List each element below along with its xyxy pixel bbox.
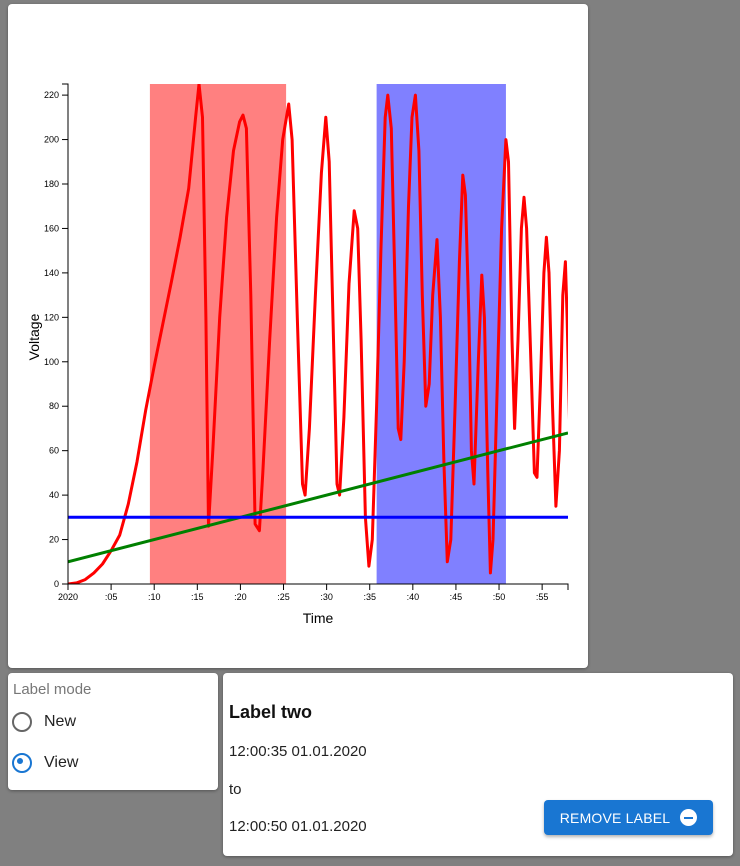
series-line-1 xyxy=(68,431,568,564)
voltage-chart[interactable]: 2020:05:10:15:20:25:30:35:40:45:50:55 02… xyxy=(8,4,588,668)
label-mode-title: Label mode xyxy=(13,681,92,698)
series-line-0 xyxy=(68,84,568,584)
label-start-time: 12:00:35 01.01.2020 xyxy=(229,743,367,760)
y-axis: 0 20 40 60 80 100 120 140 160 180 200 220 xyxy=(44,83,69,589)
x-axis-label: Time xyxy=(303,610,334,626)
y-tick-label: 100 xyxy=(44,357,59,367)
radio-checked-icon[interactable] xyxy=(12,753,32,773)
x-tick-label: :30 xyxy=(320,592,333,602)
radio-label-view: View xyxy=(44,754,79,771)
radio-label-new: New xyxy=(44,713,77,730)
x-tick-label: :10 xyxy=(148,592,161,602)
radio-option-view[interactable]: View xyxy=(12,753,78,773)
label-end-time: 12:00:50 01.01.2020 xyxy=(229,818,367,835)
y-tick-label: 160 xyxy=(44,223,59,233)
y-tick-label: 180 xyxy=(44,179,59,189)
y-tick-label: 80 xyxy=(49,401,59,411)
x-tick-label: :25 xyxy=(277,592,290,602)
y-axis-label: Voltage xyxy=(26,313,42,360)
y-tick-label: 120 xyxy=(44,312,59,322)
y-tick-label: 0 xyxy=(54,579,59,589)
x-tick-label: 2020 xyxy=(58,592,78,602)
minus-circle-icon xyxy=(680,809,698,826)
x-tick-label: :45 xyxy=(450,592,463,602)
x-tick-label: :35 xyxy=(363,592,376,602)
y-tick-label: 20 xyxy=(49,535,59,545)
x-tick-label: :55 xyxy=(536,592,549,602)
x-axis-line xyxy=(67,583,569,590)
y-tick-label: 60 xyxy=(49,446,59,456)
y-tick-label: 220 xyxy=(44,90,59,100)
radio-option-new[interactable]: New xyxy=(12,712,76,732)
x-tick-label: :20 xyxy=(234,592,247,602)
label-detail-panel: Label two 12:00:35 01.01.2020 to 12:00:5… xyxy=(223,673,733,856)
y-tick-label: 200 xyxy=(44,135,59,145)
label-to-text: to xyxy=(229,781,242,798)
x-axis: 2020 :05 :10 :15 :20 :25 :30 :35 :40 :45 :50 :55 xyxy=(58,583,569,602)
remove-label-text: REMOVE LABEL xyxy=(559,809,671,826)
remove-label-button[interactable]: REMOVE LABEL xyxy=(544,800,713,835)
x-tick-label: :05 xyxy=(105,592,118,602)
x-tick-label: :15 xyxy=(191,592,204,602)
y-axis-line xyxy=(62,83,69,585)
label-mode-panel: Label mode New View xyxy=(8,673,218,790)
radio-unchecked-icon[interactable] xyxy=(12,712,32,732)
series-lines xyxy=(68,84,568,584)
label-title: Label two xyxy=(229,702,313,722)
x-tick-label: :40 xyxy=(407,592,420,602)
y-tick-label: 140 xyxy=(44,268,59,278)
y-tick-label: 40 xyxy=(49,490,59,500)
x-tick-label: :50 xyxy=(493,592,506,602)
